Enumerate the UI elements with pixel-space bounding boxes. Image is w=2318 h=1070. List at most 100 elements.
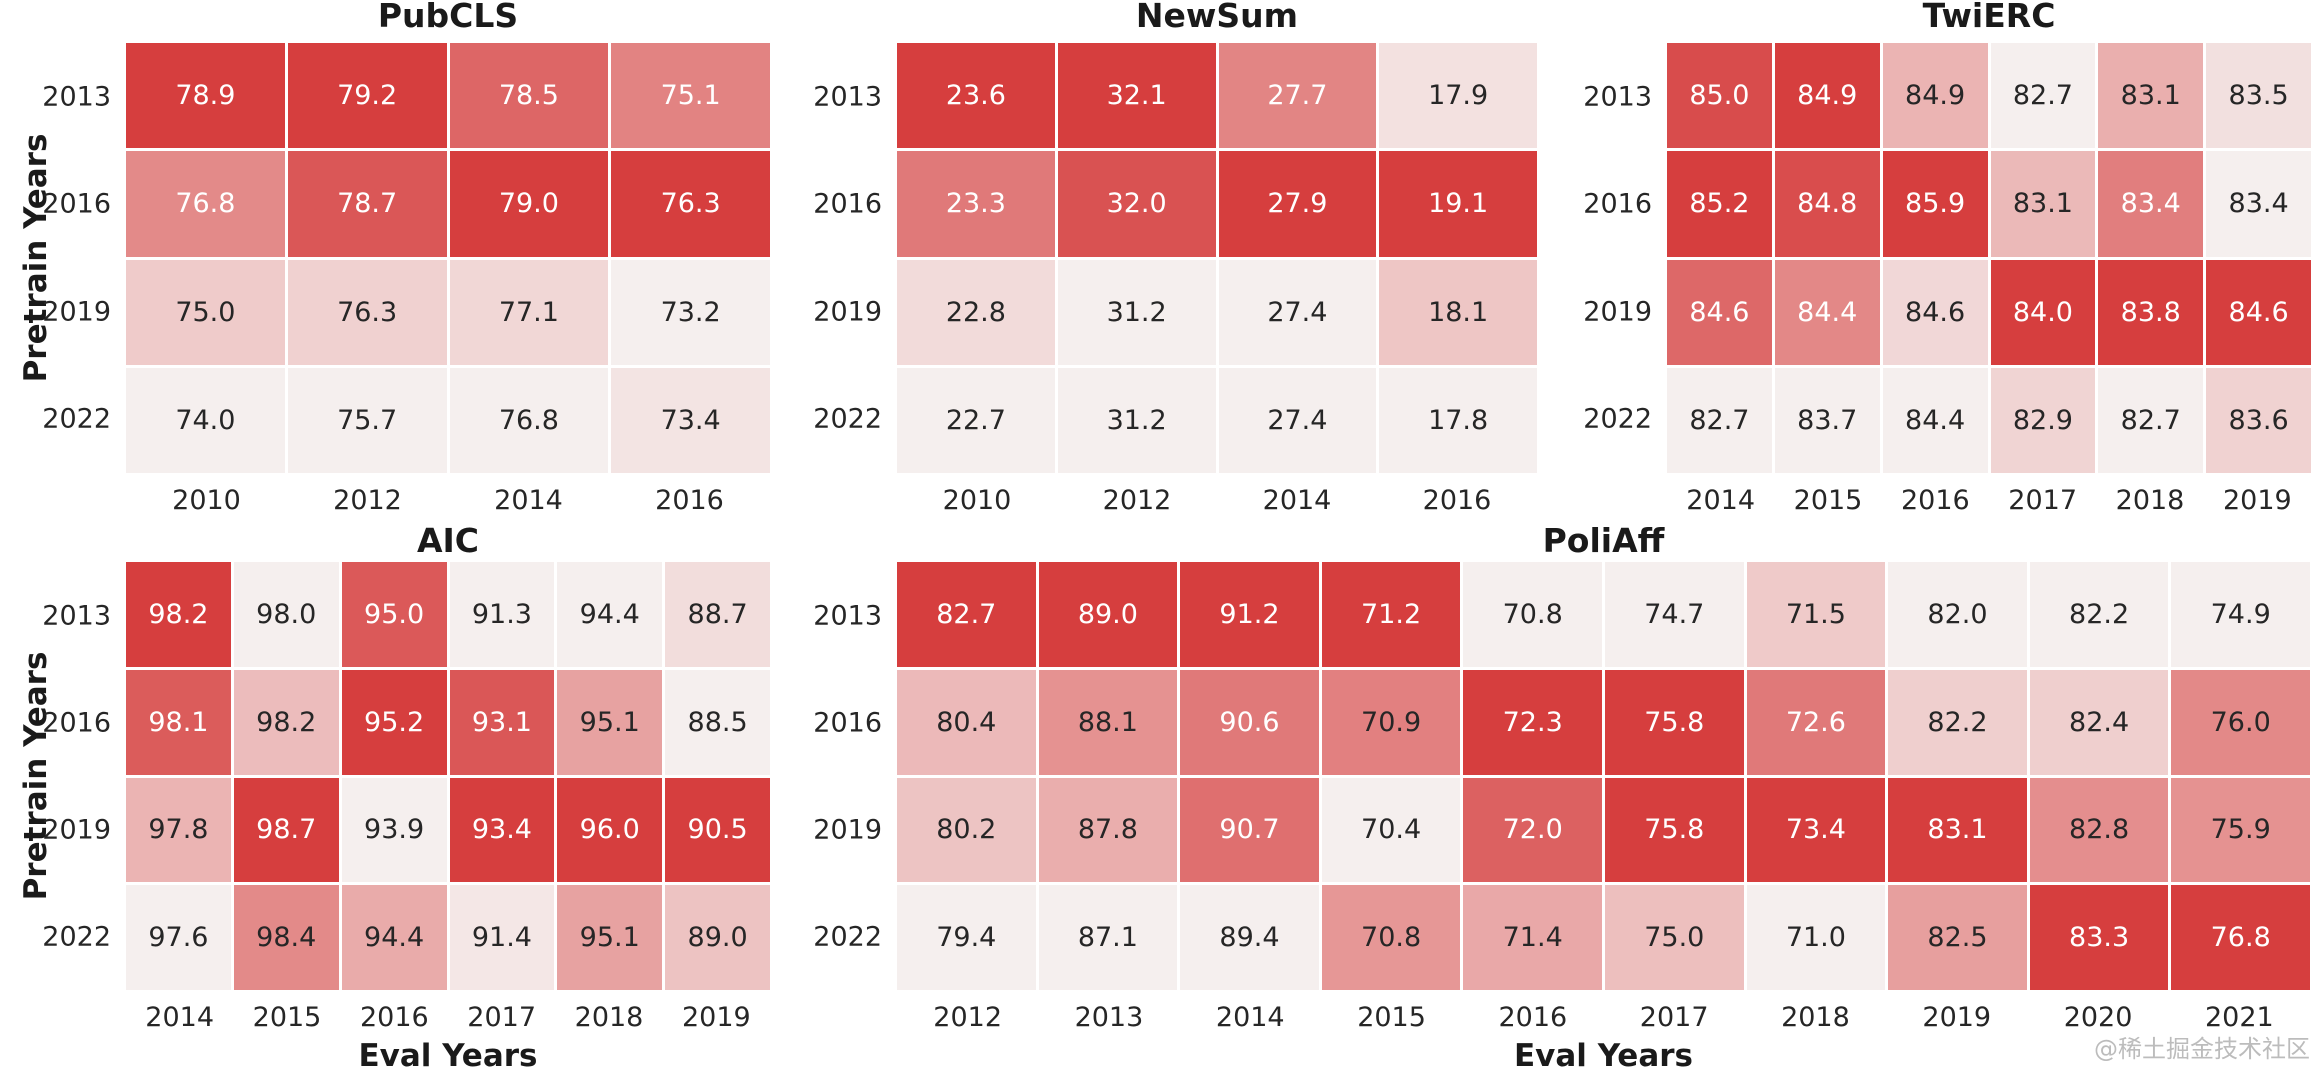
heatmap-cell: 76.8 — [2171, 885, 2310, 990]
heatmap-cell: 93.9 — [341, 777, 447, 883]
heatmap-cell: 84.9 — [1882, 43, 1988, 149]
heatmap-cell: 75.7 — [287, 367, 447, 473]
heatmap-cell: 76.8 — [449, 367, 609, 473]
y-tick-label: 2013 — [42, 600, 111, 631]
heatmap-cell: 74.0 — [126, 367, 285, 473]
heatmap-cell: 94.4 — [557, 562, 663, 667]
x-tick-label: 2012 — [333, 485, 402, 516]
x-tick-label: 2015 — [1357, 1002, 1426, 1033]
x-tick-label: 2015 — [1793, 485, 1863, 516]
y-axis-title-pretrain-years-top: Pretrain Years — [18, 133, 54, 383]
heatmap-cell: 17.8 — [1379, 367, 1537, 473]
heatmap-cell: 27.9 — [1218, 151, 1377, 257]
x-tick-label: 2012 — [1102, 485, 1172, 516]
x-tick-label: 2018 — [2115, 485, 2185, 516]
heatmap-cell: 82.9 — [1990, 367, 2096, 473]
heatmap-cell: 83.4 — [2206, 151, 2311, 257]
panel-title-poliaff: PoliAff — [1542, 521, 1665, 560]
heatmap-cell: 83.7 — [1774, 367, 1880, 473]
heatmap-cell: 88.5 — [665, 669, 770, 775]
heatmap-cell: 78.9 — [126, 43, 285, 149]
heatmap-cell: 72.3 — [1463, 669, 1602, 775]
heatmap-cell: 80.2 — [897, 777, 1036, 883]
heatmap-cell: 83.1 — [1990, 151, 2096, 257]
heatmap-grid-twierc: 85.0 84.9 84.9 82.7 83.1 83.5 85.2 84.8 85.9 83.1… — [1667, 43, 2311, 473]
heatmap-cell: 98.1 — [126, 669, 231, 775]
x-tick-label: 2017 — [2008, 485, 2078, 516]
x-tick-label: 2016 — [1900, 485, 1970, 516]
heatmap-cell: 83.1 — [1888, 777, 2027, 883]
panel-title-twierc: TwiERC — [1922, 0, 2056, 35]
heatmap-cell: 32.0 — [1057, 151, 1216, 257]
heatmap-cell: 77.1 — [449, 259, 609, 365]
y-tick-label: 2022 — [42, 921, 111, 952]
y-tick-label: 2022 — [1583, 403, 1652, 435]
heatmap-cell: 95.2 — [341, 669, 447, 775]
y-tick-label: 2013 — [813, 600, 882, 631]
x-tick-label: 2017 — [1639, 1002, 1709, 1033]
heatmap-cell: 76.3 — [611, 151, 770, 257]
panel-title-aic: AIC — [416, 521, 480, 560]
panel-twierc: TwiERC 85.0 84.9 84.9 82.7 83.1 83.5 85.2 84.8 8… — [1583, 0, 2311, 516]
heatmap-cell: 88.7 — [665, 562, 770, 667]
heatmap-cell: 71.2 — [1321, 562, 1461, 667]
x-tick-label: 2019 — [2222, 485, 2292, 516]
heatmap-cell: 95.0 — [341, 562, 447, 667]
heatmap-cell: 82.2 — [1888, 669, 2027, 775]
heatmap-cell: 32.1 — [1057, 43, 1216, 149]
heatmap-cell: 85.0 — [1667, 43, 1772, 149]
heatmap-cell: 97.8 — [126, 777, 231, 883]
x-tick-label: 2014 — [1686, 485, 1756, 516]
heatmap-cell: 84.6 — [2206, 259, 2311, 365]
y-tick-label: 2022 — [813, 403, 882, 435]
heatmap-cell: 70.8 — [1463, 562, 1602, 667]
heatmap-cell: 78.7 — [287, 151, 447, 257]
heatmap-cell: 82.0 — [1888, 562, 2027, 667]
heatmap-cell: 23.3 — [897, 151, 1055, 257]
heatmap-cell: 23.6 — [897, 43, 1055, 149]
heatmap-cell: 76.3 — [287, 259, 447, 365]
x-tick-label: 2014 — [494, 485, 563, 516]
heatmap-cell: 70.4 — [1321, 777, 1461, 883]
heatmap-cell: 76.8 — [126, 151, 285, 257]
heatmap-cell: 71.5 — [1746, 562, 1886, 667]
y-tick-label: 2013 — [42, 81, 111, 113]
heatmap-grid-aic: 98.2 98.0 95.0 91.3 94.4 88.7 98.1 98.2 95.2 93.1… — [126, 562, 770, 990]
heatmap-cell: 85.2 — [1667, 151, 1772, 257]
heatmap-cell: 98.0 — [233, 562, 339, 667]
y-tick-label: 2019 — [813, 296, 882, 328]
heatmap-cell: 84.0 — [1990, 259, 2096, 365]
heatmap-cell: 98.2 — [233, 669, 339, 775]
heatmap-cell: 96.0 — [557, 777, 663, 883]
heatmap-cell: 79.2 — [287, 43, 447, 149]
heatmap-cell: 83.5 — [2206, 43, 2311, 149]
heatmap-cell: 22.8 — [897, 259, 1055, 365]
heatmap-cell: 89.0 — [1038, 562, 1178, 667]
heatmap-cell: 84.9 — [1774, 43, 1880, 149]
x-tick-label: 2010 — [172, 485, 241, 516]
heatmap-cell: 75.8 — [1605, 669, 1744, 775]
heatmap-cell: 22.7 — [897, 367, 1055, 473]
heatmap-cell: 27.7 — [1218, 43, 1377, 149]
heatmap-cell: 91.2 — [1180, 562, 1319, 667]
heatmap-cell: 90.7 — [1180, 777, 1319, 883]
y-tick-label: 2016 — [1583, 188, 1652, 220]
heatmap-cell: 18.1 — [1379, 259, 1537, 365]
panel-title-newsum: NewSum — [1135, 0, 1299, 35]
x-tick-label: 2019 — [681, 1002, 751, 1033]
x-tick-label: 2016 — [1498, 1002, 1568, 1033]
heatmap-cell: 75.1 — [611, 43, 770, 149]
heatmap-cell: 98.2 — [126, 562, 231, 667]
x-tick-label: 2015 — [252, 1002, 322, 1033]
heatmap-cell: 19.1 — [1379, 151, 1537, 257]
heatmap-cell: 74.9 — [2171, 562, 2310, 667]
heatmap-cell: 84.4 — [1882, 367, 1988, 473]
heatmap-cell: 83.6 — [2206, 367, 2311, 473]
heatmap-cell: 72.6 — [1746, 669, 1886, 775]
heatmap-cell: 95.1 — [557, 885, 663, 990]
x-tick-label: 2016 — [1422, 485, 1492, 516]
heatmap-cell: 75.8 — [1605, 777, 1744, 883]
heatmap-cell: 93.4 — [449, 777, 555, 883]
heatmap-cell: 76.0 — [2171, 669, 2310, 775]
